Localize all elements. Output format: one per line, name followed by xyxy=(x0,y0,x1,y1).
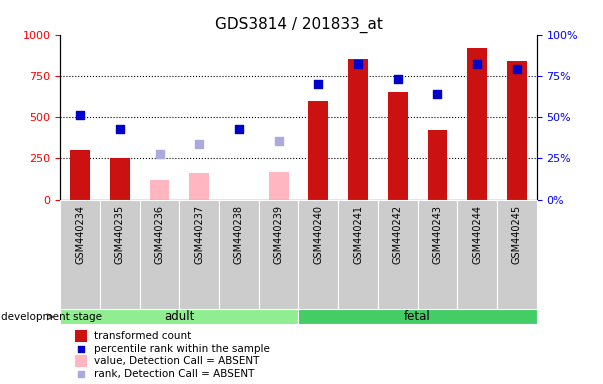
Point xyxy=(234,126,244,132)
Bar xyxy=(60,309,298,324)
Point xyxy=(353,61,363,67)
Text: GSM440242: GSM440242 xyxy=(393,205,403,264)
Point xyxy=(512,66,522,72)
Bar xyxy=(180,200,219,309)
Text: value, Detection Call = ABSENT: value, Detection Call = ABSENT xyxy=(94,356,259,366)
Text: GSM440241: GSM440241 xyxy=(353,205,363,264)
Bar xyxy=(507,61,527,200)
Text: GSM440243: GSM440243 xyxy=(432,205,443,264)
Point xyxy=(314,81,323,87)
Point xyxy=(75,113,85,119)
Point xyxy=(76,371,86,377)
Text: GSM440238: GSM440238 xyxy=(234,205,244,264)
Point xyxy=(472,61,482,67)
Bar xyxy=(417,200,457,309)
Point xyxy=(155,151,165,157)
Point xyxy=(274,138,283,144)
Bar xyxy=(189,173,209,200)
Bar xyxy=(457,200,497,309)
Bar xyxy=(298,200,338,309)
Bar xyxy=(378,200,417,309)
Bar xyxy=(100,200,140,309)
Text: GSM440244: GSM440244 xyxy=(472,205,482,264)
Bar xyxy=(497,200,537,309)
Bar xyxy=(70,150,90,200)
Point xyxy=(194,141,204,147)
Point xyxy=(432,91,442,97)
Title: GDS3814 / 201833_at: GDS3814 / 201833_at xyxy=(215,17,382,33)
Text: GSM440239: GSM440239 xyxy=(274,205,283,264)
Bar xyxy=(150,180,169,200)
Text: transformed count: transformed count xyxy=(94,331,191,341)
Bar xyxy=(259,200,298,309)
Bar xyxy=(298,309,537,324)
Bar xyxy=(140,200,180,309)
Text: development stage: development stage xyxy=(1,312,101,322)
Bar xyxy=(60,200,100,309)
Text: GSM440245: GSM440245 xyxy=(512,205,522,264)
Text: GSM440234: GSM440234 xyxy=(75,205,85,264)
Text: GSM440240: GSM440240 xyxy=(314,205,323,264)
Text: GSM440236: GSM440236 xyxy=(154,205,165,264)
Bar xyxy=(428,130,447,200)
Bar xyxy=(75,330,87,343)
Bar xyxy=(467,48,487,200)
Bar xyxy=(110,159,130,200)
Text: percentile rank within the sample: percentile rank within the sample xyxy=(94,344,270,354)
Bar xyxy=(308,101,328,200)
Text: adult: adult xyxy=(164,310,195,323)
Bar xyxy=(338,200,378,309)
Bar xyxy=(219,200,259,309)
Text: fetal: fetal xyxy=(404,310,431,323)
Bar xyxy=(75,355,87,367)
Point xyxy=(76,346,86,352)
Bar xyxy=(269,172,289,200)
Bar xyxy=(348,60,368,200)
Bar xyxy=(388,93,408,200)
Text: GSM440237: GSM440237 xyxy=(194,205,204,264)
Text: GSM440235: GSM440235 xyxy=(115,205,125,264)
Point xyxy=(115,126,125,132)
Point xyxy=(393,76,403,82)
Text: rank, Detection Call = ABSENT: rank, Detection Call = ABSENT xyxy=(94,369,254,379)
